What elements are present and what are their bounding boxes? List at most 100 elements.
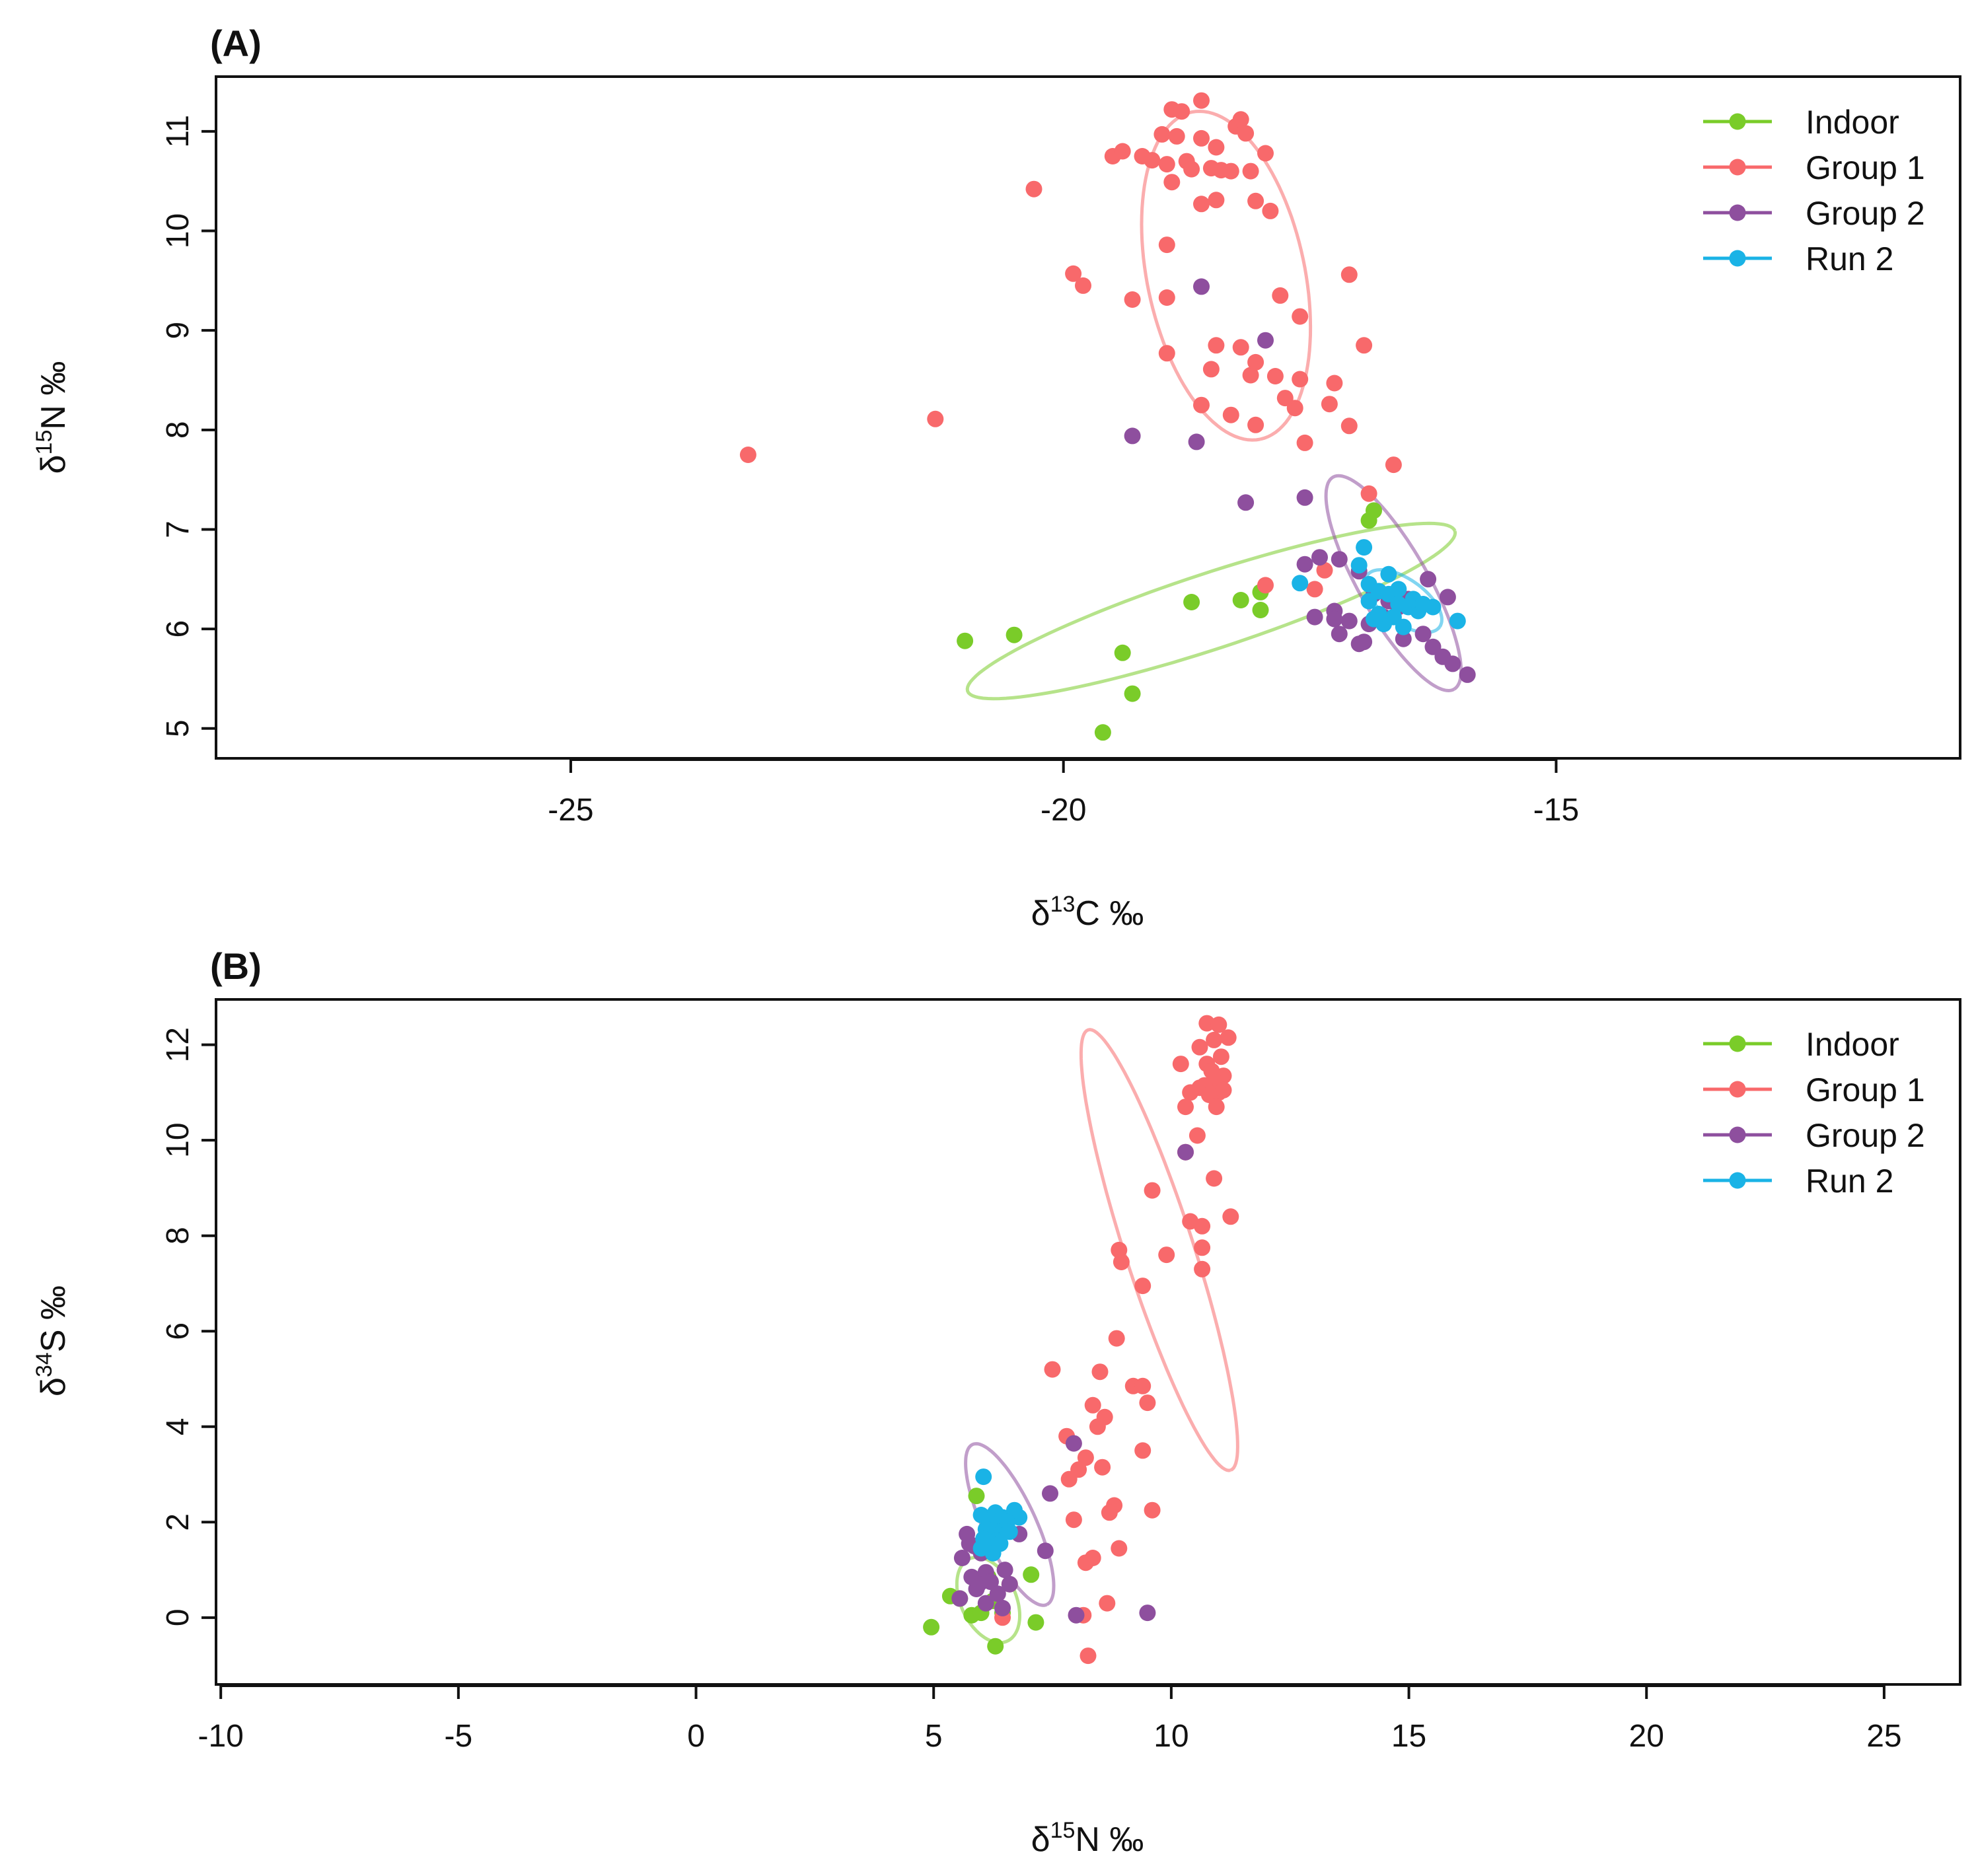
panel-a-ellipse-group-1 — [1140, 109, 1313, 442]
panel-a-point-indoor — [1006, 626, 1023, 643]
panel-a-point-group-2 — [1459, 666, 1476, 683]
panel-a-point-group-1 — [1075, 277, 1091, 294]
panel-a-point-indoor — [1114, 644, 1131, 661]
panel-b-point-group-1 — [1177, 1099, 1194, 1116]
panel-a-y-tick-label: 6 — [161, 620, 196, 638]
panel-a-point-group-1 — [1232, 339, 1249, 356]
panel-b-point-group-1 — [1144, 1501, 1161, 1519]
panel-a-point-run-2 — [1350, 557, 1368, 574]
panel-a-x-ticks: -25 -20 -15 — [548, 758, 1579, 828]
panel-b-plot-frame — [215, 998, 1961, 1686]
panel-a-point-group-2 — [1340, 612, 1358, 630]
panel-a-point-group-1 — [1208, 192, 1225, 209]
panel-a-point-group-2 — [1237, 494, 1255, 511]
panel-a-point-group-1 — [1193, 396, 1210, 414]
panel-a-point-group-1 — [1306, 581, 1323, 598]
panel-a-point-indoor — [1124, 685, 1141, 702]
panel-b-legend-label: Group 2 — [1806, 1117, 1925, 1154]
panel-b-point-group-1 — [1060, 1470, 1078, 1488]
panel-a-point-run-2 — [1380, 565, 1397, 583]
panel-a-plot-frame — [215, 75, 1961, 760]
panel-b-point-group-1 — [1079, 1647, 1097, 1665]
panel-a-point-group-1 — [1292, 371, 1309, 388]
panel-b-legend-label: Indoor — [1806, 1026, 1899, 1063]
panel-a-point-group-1 — [1237, 125, 1255, 142]
panel-a-point-group-1 — [1193, 92, 1210, 109]
panel-b-point-group-1 — [1189, 1127, 1206, 1144]
panel-b-point-group-1 — [1194, 1217, 1211, 1235]
panel-a-y-ticks: 5 6 7 8 9 10 11 — [161, 115, 216, 737]
panel-a-point-group-1 — [739, 447, 756, 463]
panel-a-legend-label: Run 2 — [1806, 240, 1893, 277]
panel-b-x-tick-label: 25 — [1866, 1719, 1901, 1754]
panel-a-y-tick-label: 9 — [161, 322, 196, 340]
panel-b-x-tick-label: 10 — [1153, 1719, 1189, 1754]
panel-b-point-indoor — [987, 1638, 1004, 1655]
panel-a-point-group-1 — [1360, 485, 1377, 502]
panel-a-point-group-1 — [1385, 456, 1402, 474]
panel-b-point-run-2 — [975, 1468, 992, 1486]
panel-b-point-group-2 — [1139, 1605, 1156, 1622]
panel-a-point-group-2 — [1414, 626, 1432, 643]
panel-b-point-group-1 — [1210, 1016, 1227, 1033]
panel-a-point-group-2 — [1296, 489, 1313, 506]
panel-a-point-group-1 — [1222, 406, 1239, 423]
panel-a-x-tick-label: -15 — [1533, 793, 1579, 828]
panel-a-point-run-2 — [1370, 606, 1387, 622]
panel-a-point-group-2 — [1306, 608, 1323, 626]
panel-a-point-run-2 — [1360, 593, 1377, 610]
panel-a-point-group-1 — [1124, 291, 1141, 308]
panel-b-legend-label: Group 1 — [1806, 1071, 1925, 1108]
panel-b-point-group-1 — [1134, 1442, 1152, 1459]
panel-b-point-group-1 — [1212, 1048, 1229, 1065]
panel-a-point-group-1 — [1158, 345, 1175, 362]
panel-a-point-indoor — [1252, 602, 1269, 618]
panel-b-y-tick-label: 2 — [161, 1513, 196, 1531]
panel-a-point-run-2 — [1390, 581, 1407, 598]
panel-b-ellipse-group-1 — [1079, 1028, 1239, 1472]
panel-b-x-axis-title: δ15N ‰ — [1031, 1818, 1144, 1859]
panel-a-point-group-1 — [1321, 396, 1338, 413]
panel-b-point-group-2 — [1037, 1542, 1054, 1560]
panel-b-point-indoor — [923, 1618, 940, 1636]
panel-b-point-group-1 — [1134, 1377, 1152, 1394]
panel-b-x-tick-label: -10 — [198, 1719, 244, 1754]
panel-b-point-group-2 — [1065, 1435, 1082, 1452]
panel-a-point-group-2 — [1395, 630, 1412, 647]
panel-b-point-group-1 — [1139, 1394, 1156, 1412]
panel-b-point-group-1 — [1111, 1540, 1128, 1557]
panel-b-point-group-2 — [953, 1550, 970, 1566]
panel-a-legend-marker — [1729, 250, 1746, 267]
panel-a-point-group-2 — [1420, 571, 1437, 588]
panel-a-point-group-1 — [1356, 337, 1373, 354]
panel-a-point-indoor — [957, 632, 974, 649]
panel-b-legend: Indoor Group 1 Group 2 Run 2 — [1703, 1026, 1925, 1200]
panel-b-x-tick-label: 20 — [1629, 1719, 1664, 1754]
panel-a-point-group-1 — [1257, 145, 1274, 162]
panel-b-x-tick-label: -5 — [445, 1719, 473, 1754]
panel-b-y-tick-label: 10 — [161, 1122, 196, 1157]
panel-a-point-group-1 — [1247, 416, 1264, 433]
panel-a-point-group-1 — [1222, 162, 1239, 180]
panel-a-legend-marker — [1729, 159, 1746, 176]
panel-a-point-run-2 — [1395, 618, 1412, 635]
panel-a-point-run-2 — [1449, 612, 1466, 630]
panel-a-points — [739, 92, 1476, 741]
panel-b-point-group-1 — [1200, 1087, 1218, 1103]
panel-a-y-tick-label: 5 — [161, 719, 196, 737]
panel-b-point-indoor — [1023, 1566, 1040, 1583]
panel-b-x-tick-label: 0 — [687, 1719, 705, 1754]
panel-a-point-group-2 — [1326, 610, 1343, 628]
panel-b-x-tick-label: 5 — [925, 1719, 943, 1754]
panel-b-legend-label: Run 2 — [1806, 1163, 1893, 1200]
panel-b-y-tick-label: 8 — [161, 1227, 196, 1245]
panel-b-point-group-1 — [1182, 1084, 1199, 1101]
panel-b-point-group-1 — [1089, 1418, 1106, 1435]
panel-a-point-group-2 — [1331, 551, 1348, 568]
panel-b-y-tick-label: 12 — [161, 1027, 196, 1062]
panel-b-point-group-2 — [1177, 1143, 1194, 1161]
panel-b-point-group-1 — [1144, 1182, 1161, 1199]
panel-b-legend-marker — [1729, 1126, 1746, 1143]
panel-a-point-run-2 — [1424, 598, 1442, 616]
panel-b-y-tick-label: 6 — [161, 1322, 196, 1340]
